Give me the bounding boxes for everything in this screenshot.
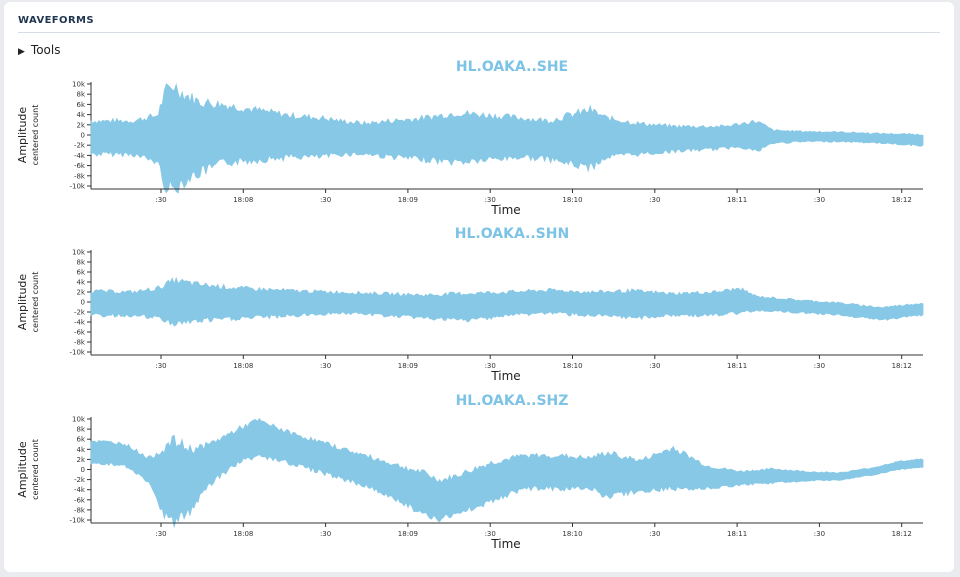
x-tick-label: 18:08 xyxy=(233,196,253,204)
x-tick-label: 18:09 xyxy=(398,530,418,538)
waveform-trace xyxy=(90,417,924,528)
x-tick-label: 18:11 xyxy=(727,362,747,370)
y-tick-label: 4k xyxy=(76,279,85,287)
chart-title: HL.OAKA..SHN xyxy=(455,226,569,242)
y-tick-label: -8k xyxy=(74,172,86,180)
x-tick-label: 18:09 xyxy=(398,362,418,370)
x-tick-label: :30 xyxy=(485,530,496,538)
y-axis-sublabel: centered count xyxy=(31,105,40,166)
y-tick-label: -10k xyxy=(70,517,86,525)
y-tick-label: -4k xyxy=(74,152,86,160)
x-tick-label: :30 xyxy=(649,196,660,204)
y-axis-label: Amplitude xyxy=(16,107,29,164)
y-axis-label: Amplitude xyxy=(16,274,29,331)
y-tick-label: 2k xyxy=(76,289,85,297)
chart-title: HL.OAKA..SHZ xyxy=(456,393,569,409)
x-tick-label: 18:12 xyxy=(892,362,912,370)
waveform-trace xyxy=(90,276,924,327)
y-tick-label: -4k xyxy=(74,486,86,494)
x-tick-label: :30 xyxy=(320,362,331,370)
y-tick-label: 2k xyxy=(76,121,85,129)
x-tick-label: :30 xyxy=(320,196,331,204)
x-tick-label: 18:12 xyxy=(892,530,912,538)
y-tick-label: 4k xyxy=(76,111,85,119)
y-tick-label: 6k xyxy=(76,101,85,109)
chart-title: HL.OAKA..SHE xyxy=(456,59,568,75)
x-tick-label: 18:11 xyxy=(727,530,747,538)
y-tick-label: -6k xyxy=(74,496,86,504)
tools-label: Tools xyxy=(30,43,61,57)
y-tick-label: 2k xyxy=(76,456,85,464)
y-tick-label: 8k xyxy=(76,426,85,434)
x-tick-label: :30 xyxy=(649,530,660,538)
y-tick-label: -10k xyxy=(70,349,86,357)
x-tick-label: :30 xyxy=(814,362,825,370)
x-tick-label: 18:11 xyxy=(727,196,747,204)
x-tick-label: 18:10 xyxy=(562,530,582,538)
x-tick-label: :30 xyxy=(155,530,166,538)
y-tick-label: -2k xyxy=(74,309,86,317)
waveform-chart-3: HL.OAKA..SHZ Amplitude centered count 10k 8k… xyxy=(16,393,924,551)
x-tick-label: :30 xyxy=(814,196,825,204)
triangle-right-icon: ▶ xyxy=(18,47,25,57)
y-tick-label: -10k xyxy=(70,183,86,191)
x-tick-label: 18:09 xyxy=(398,196,418,204)
y-tick-label: 0 xyxy=(81,299,85,307)
y-tick-label: 8k xyxy=(76,259,85,267)
y-tick-label: 10k xyxy=(72,81,86,89)
y-tick-label: 6k xyxy=(76,269,85,277)
tools-toggle[interactable]: ▶ Tools xyxy=(18,43,60,57)
waveform-chart-1: HL.OAKA..SHE Amplitude centered count 10k 8k… xyxy=(16,59,924,217)
x-tick-label: :30 xyxy=(485,196,496,204)
x-tick-label: :30 xyxy=(649,362,660,370)
y-tick-label: -8k xyxy=(74,506,86,514)
x-tick-label: 18:08 xyxy=(233,530,253,538)
x-axis-label: Time xyxy=(490,537,520,551)
y-axis-label: Amplitude xyxy=(16,441,29,498)
y-axis-sublabel: centered count xyxy=(31,272,40,333)
x-axis-label: Time xyxy=(490,203,520,217)
x-tick-label: :30 xyxy=(485,362,496,370)
x-tick-label: :30 xyxy=(814,530,825,538)
y-tick-label: 8k xyxy=(76,91,85,99)
section-title: WAVEFORMS xyxy=(18,15,94,26)
y-axis-sublabel: centered count xyxy=(31,439,40,500)
y-tick-label: -8k xyxy=(74,339,86,347)
y-tick-label: -6k xyxy=(74,329,86,337)
waveform-trace xyxy=(90,82,924,194)
y-tick-label: -6k xyxy=(74,162,86,170)
x-tick-label: 18:12 xyxy=(892,196,912,204)
x-tick-label: 18:08 xyxy=(233,362,253,370)
y-tick-label: -2k xyxy=(74,476,86,484)
y-tick-label: 10k xyxy=(72,416,86,424)
section-divider xyxy=(18,32,940,33)
y-tick-label: -4k xyxy=(74,319,86,327)
y-tick-label: -2k xyxy=(74,142,86,150)
waveform-chart-2: HL.OAKA..SHN Amplitude centered count 10k 8k… xyxy=(16,226,924,383)
x-tick-label: :30 xyxy=(320,530,331,538)
x-tick-label: 18:10 xyxy=(562,196,582,204)
x-tick-label: :30 xyxy=(155,362,166,370)
y-tick-label: 10k xyxy=(72,249,86,257)
x-tick-label: 18:10 xyxy=(562,362,582,370)
x-tick-label: :30 xyxy=(155,196,166,204)
y-tick-label: 0 xyxy=(81,132,85,140)
y-tick-label: 6k xyxy=(76,436,85,444)
x-axis-label: Time xyxy=(490,369,520,383)
y-tick-label: 0 xyxy=(81,466,85,474)
y-tick-label: 4k xyxy=(76,446,85,454)
